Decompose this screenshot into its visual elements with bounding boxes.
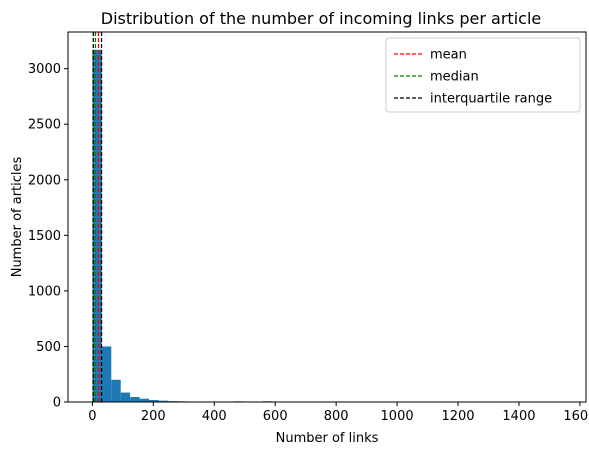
x-axis-label: Number of links bbox=[276, 431, 379, 446]
x-tick-label-400: 400 bbox=[202, 409, 227, 424]
histogram-bar-7 bbox=[158, 400, 168, 402]
x-tick-label-1400: 1400 bbox=[502, 409, 535, 424]
y-tick-label-0: 0 bbox=[53, 396, 61, 411]
y-axis-label: Number of articles bbox=[10, 156, 25, 277]
x-tick-label-1000: 1000 bbox=[381, 409, 414, 424]
legend-label-interquartile-range: interquartile range bbox=[430, 92, 552, 107]
histogram-bar-2 bbox=[111, 379, 121, 402]
histogram-bar-4 bbox=[130, 397, 140, 402]
x-tick-label-0: 0 bbox=[88, 409, 96, 424]
histogram-bar-1 bbox=[101, 346, 112, 402]
legend: mean median interquartile range bbox=[385, 37, 581, 113]
histogram-bar-6 bbox=[149, 400, 159, 402]
histogram-bars bbox=[92, 49, 291, 403]
y-tick-label-1000: 1000 bbox=[28, 284, 61, 299]
x-tick-label-200: 200 bbox=[141, 409, 166, 424]
histogram-bar-3 bbox=[120, 392, 131, 402]
y-tick-label-1500: 1500 bbox=[28, 229, 61, 244]
x-tick-label-800: 800 bbox=[324, 409, 349, 424]
reference-lines bbox=[92, 32, 103, 402]
legend-box bbox=[385, 37, 581, 113]
legend-label-mean: mean bbox=[430, 48, 467, 63]
y-tick-label-500: 500 bbox=[36, 340, 61, 355]
y-tick-label-2000: 2000 bbox=[28, 173, 61, 188]
x-tick-label-1200: 1200 bbox=[441, 409, 474, 424]
plot-area-frame bbox=[67, 31, 587, 403]
y-tick-label-3000: 3000 bbox=[28, 62, 61, 77]
y-axis-ticks: 0 500 1000 1500 2000 2500 3000 bbox=[28, 62, 68, 411]
histogram-bar-0 bbox=[92, 49, 102, 403]
histogram-bar-5 bbox=[139, 398, 150, 402]
legend-label-median: median bbox=[430, 70, 479, 85]
x-tick-label-600: 600 bbox=[263, 409, 288, 424]
y-tick-label-2500: 2500 bbox=[28, 118, 61, 133]
chart-title: Distribution of the number of incoming l… bbox=[101, 9, 541, 28]
